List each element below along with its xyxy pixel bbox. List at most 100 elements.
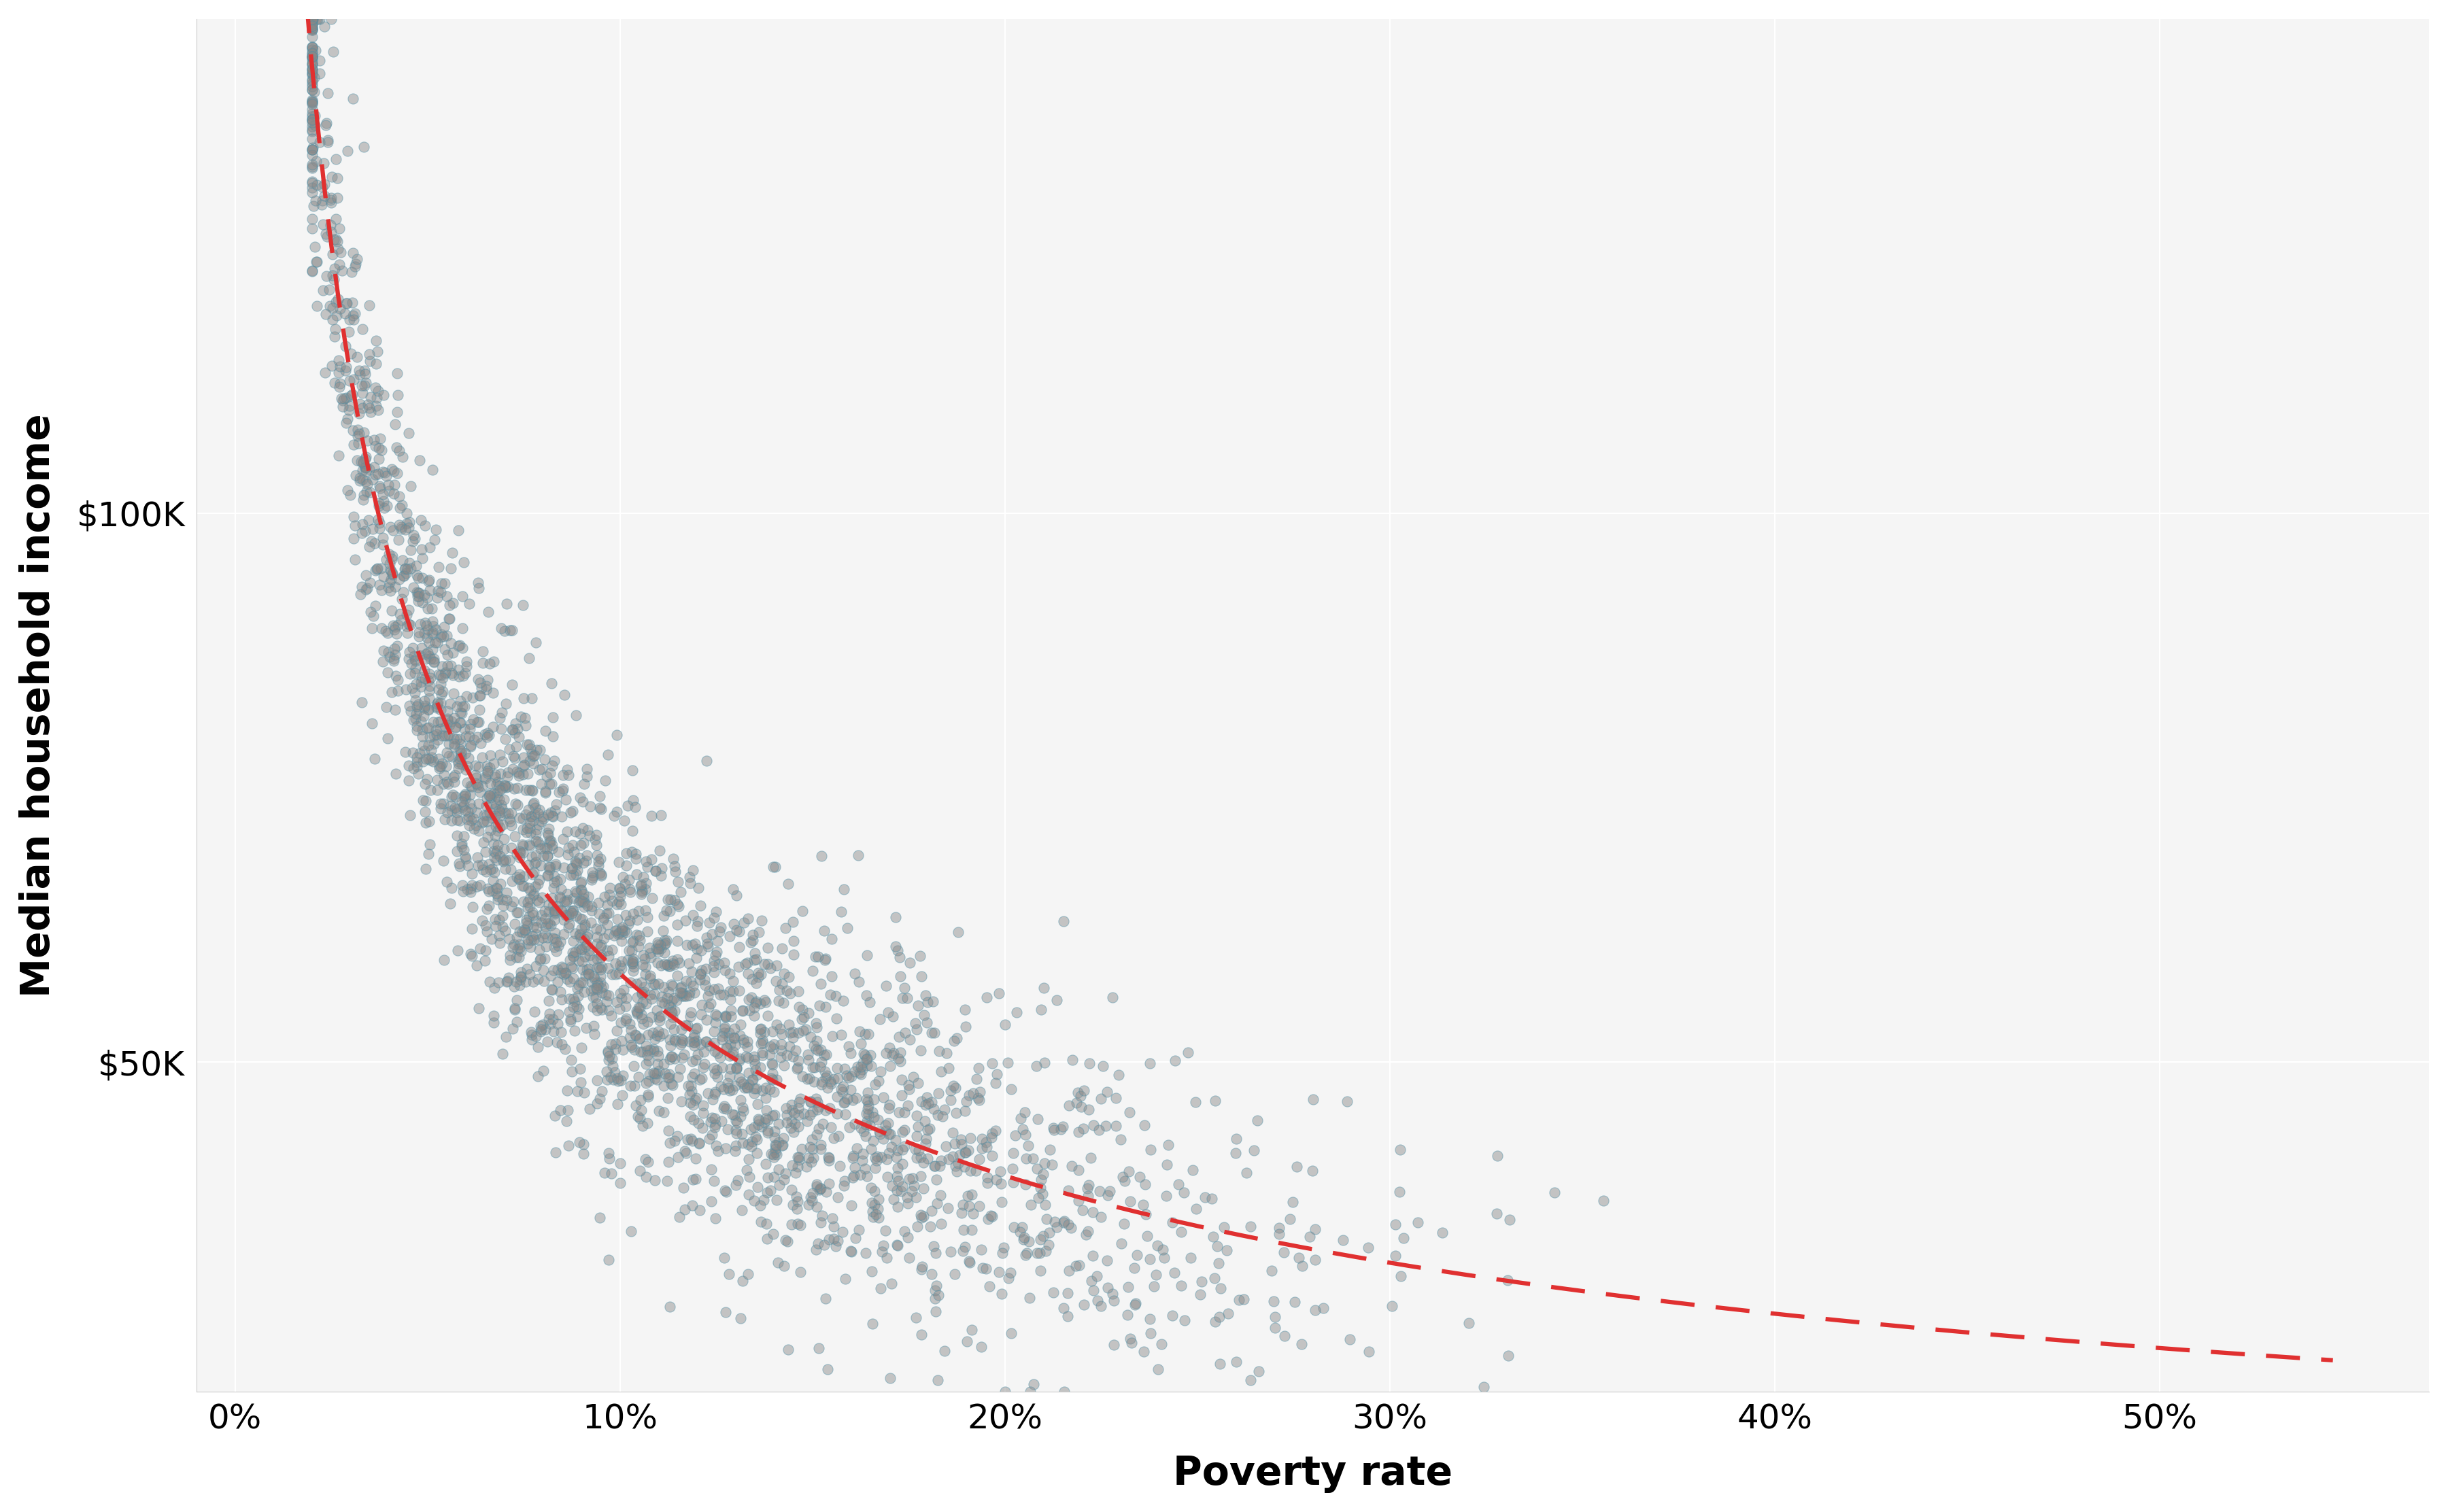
- Point: [639, 1005, 678, 1030]
- Point: [793, 1128, 832, 1152]
- Point: [903, 1204, 942, 1228]
- Point: [326, 292, 365, 316]
- Point: [470, 652, 509, 676]
- Point: [441, 711, 480, 735]
- Point: [614, 1037, 654, 1061]
- Point: [321, 253, 360, 277]
- Point: [330, 307, 370, 331]
- Point: [952, 1158, 991, 1182]
- Point: [1226, 1161, 1266, 1185]
- Point: [399, 448, 438, 472]
- Point: [399, 643, 438, 667]
- Point: [605, 809, 644, 833]
- Point: [947, 1089, 987, 1113]
- Point: [543, 804, 583, 829]
- Point: [443, 789, 482, 813]
- Point: [409, 631, 448, 655]
- Point: [556, 862, 595, 886]
- Point: [421, 756, 460, 780]
- Point: [556, 850, 595, 874]
- Point: [475, 782, 514, 806]
- Point: [886, 1021, 925, 1045]
- Point: [458, 800, 497, 824]
- Point: [311, 293, 350, 318]
- Point: [387, 561, 426, 585]
- Point: [894, 1166, 933, 1190]
- Point: [825, 1057, 864, 1081]
- Point: [291, 6, 330, 30]
- Point: [580, 965, 619, 989]
- Point: [727, 1132, 766, 1157]
- Point: [681, 1198, 720, 1222]
- Point: [1082, 1205, 1121, 1229]
- Point: [306, 172, 345, 197]
- Point: [375, 617, 414, 641]
- Point: [446, 783, 485, 807]
- Point: [406, 789, 446, 813]
- Point: [514, 862, 553, 886]
- Point: [1231, 1368, 1271, 1393]
- Point: [1349, 1235, 1388, 1259]
- Point: [627, 1166, 666, 1190]
- Point: [1077, 1288, 1116, 1312]
- Point: [600, 1151, 639, 1175]
- Point: [438, 750, 477, 774]
- Point: [519, 833, 558, 857]
- Point: [313, 296, 353, 321]
- Point: [739, 1107, 778, 1131]
- Point: [610, 868, 649, 892]
- Point: [573, 948, 612, 972]
- Point: [962, 1238, 1001, 1263]
- Point: [517, 816, 556, 841]
- Point: [695, 1083, 734, 1107]
- Point: [294, 103, 333, 127]
- Point: [414, 609, 453, 634]
- Point: [622, 1087, 661, 1111]
- Point: [539, 1012, 578, 1036]
- Point: [876, 1164, 916, 1188]
- Point: [539, 934, 578, 959]
- Point: [428, 606, 468, 631]
- Point: [663, 984, 703, 1009]
- Point: [884, 1119, 923, 1143]
- Point: [561, 869, 600, 894]
- Point: [1048, 1281, 1087, 1305]
- Point: [507, 777, 546, 801]
- Point: [636, 859, 676, 883]
- Point: [548, 903, 588, 927]
- Point: [379, 383, 419, 407]
- Point: [443, 783, 482, 807]
- Point: [534, 907, 573, 931]
- Point: [531, 761, 570, 785]
- Point: [568, 962, 607, 986]
- Point: [343, 487, 382, 511]
- Point: [291, 12, 330, 36]
- Point: [940, 1143, 979, 1167]
- Point: [771, 1154, 810, 1178]
- Point: [521, 809, 561, 833]
- Point: [619, 1027, 659, 1051]
- Point: [602, 956, 641, 980]
- Point: [644, 1101, 683, 1125]
- Point: [913, 1263, 952, 1287]
- Point: [805, 1060, 845, 1084]
- Point: [1114, 1256, 1153, 1281]
- Point: [424, 771, 463, 795]
- Point: [446, 838, 485, 862]
- Point: [502, 965, 541, 989]
- Point: [1062, 1198, 1102, 1222]
- Point: [597, 918, 636, 942]
- Point: [930, 1240, 969, 1264]
- Point: [744, 1031, 783, 1055]
- Point: [441, 809, 480, 833]
- Point: [541, 954, 580, 978]
- Point: [752, 1034, 791, 1058]
- Point: [421, 671, 460, 696]
- Point: [404, 696, 443, 720]
- Point: [727, 1030, 766, 1054]
- Point: [330, 482, 370, 507]
- Point: [558, 977, 597, 1001]
- Point: [568, 818, 607, 842]
- Point: [752, 956, 791, 980]
- Point: [291, 6, 330, 30]
